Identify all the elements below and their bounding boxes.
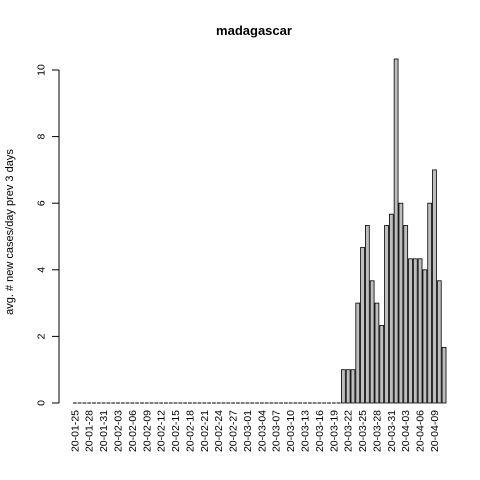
x-tick-label: 20-02-18 bbox=[184, 410, 196, 452]
x-tick-label: 20-02-09 bbox=[141, 410, 153, 452]
x-tick-label: 20-03-10 bbox=[285, 410, 297, 452]
x-tick-label: 20-03-01 bbox=[242, 410, 254, 452]
y-tick-label: 2 bbox=[36, 333, 48, 339]
x-tick-label: 20-03-31 bbox=[386, 410, 398, 452]
y-tick-label: 10 bbox=[36, 64, 48, 76]
x-axis-tick-labels: 20-01-25 20-01-28 20-01-31 20-02-03 20-02-06… bbox=[69, 410, 441, 452]
x-tick-label: 20-01-31 bbox=[98, 410, 110, 452]
x-tick-label: 20-02-27 bbox=[228, 410, 240, 452]
x-tick-label: 20-02-03 bbox=[113, 410, 125, 452]
bar bbox=[403, 225, 409, 404]
y-axis: 0 2 4 6 8 10 bbox=[36, 64, 60, 406]
chart-title: madagascar bbox=[216, 23, 292, 38]
x-tick-label: 20-03-04 bbox=[256, 410, 268, 452]
x-tick-label: 20-03-28 bbox=[371, 410, 383, 452]
bar bbox=[427, 202, 433, 404]
bar bbox=[360, 247, 365, 404]
x-tick-label: 20-02-24 bbox=[213, 410, 225, 452]
x-tick-label: 20-03-07 bbox=[271, 410, 283, 452]
bar bbox=[341, 369, 346, 404]
bar bbox=[441, 346, 447, 404]
x-tick-label: 20-02-12 bbox=[156, 410, 168, 452]
bar bbox=[345, 369, 351, 404]
x-tick-label: 20-04-09 bbox=[429, 410, 441, 452]
y-tick-label: 4 bbox=[36, 267, 48, 273]
bar bbox=[398, 202, 404, 404]
bar bbox=[355, 302, 361, 404]
x-tick-label: 20-03-22 bbox=[343, 410, 355, 452]
x-tick-label: 20-01-28 bbox=[84, 410, 96, 452]
bar bbox=[412, 258, 418, 404]
bar bbox=[417, 258, 423, 404]
bars bbox=[72, 58, 447, 404]
bar bbox=[350, 369, 356, 404]
x-tick-label: 20-02-15 bbox=[170, 410, 182, 452]
x-tick-label: 20-04-06 bbox=[415, 410, 427, 452]
x-tick-label: 20-02-06 bbox=[127, 410, 139, 452]
bar bbox=[432, 169, 437, 404]
x-tick-label: 20-02-21 bbox=[199, 410, 211, 452]
bar bbox=[364, 225, 370, 404]
y-axis-label: avg. # new cases/day prev 3 days bbox=[4, 149, 16, 315]
bar bbox=[436, 280, 442, 404]
bar bbox=[422, 269, 428, 404]
y-tick-label: 8 bbox=[36, 134, 48, 140]
bar bbox=[374, 302, 380, 404]
x-tick-label: 20-01-25 bbox=[69, 410, 81, 452]
x-tick-label: 20-03-16 bbox=[314, 410, 326, 452]
bar bbox=[388, 213, 394, 404]
bar bbox=[393, 58, 399, 404]
x-tick-label: 20-03-19 bbox=[328, 410, 340, 452]
x-tick-label: 20-04-03 bbox=[400, 410, 412, 452]
x-tick-label: 20-03-25 bbox=[357, 410, 369, 452]
bar bbox=[384, 225, 389, 404]
bar bbox=[369, 280, 375, 404]
y-tick-label: 6 bbox=[36, 200, 48, 206]
bar bbox=[408, 258, 413, 404]
y-tick-label: 0 bbox=[36, 400, 48, 406]
x-tick-label: 20-03-13 bbox=[300, 410, 312, 452]
bar bbox=[379, 325, 385, 404]
